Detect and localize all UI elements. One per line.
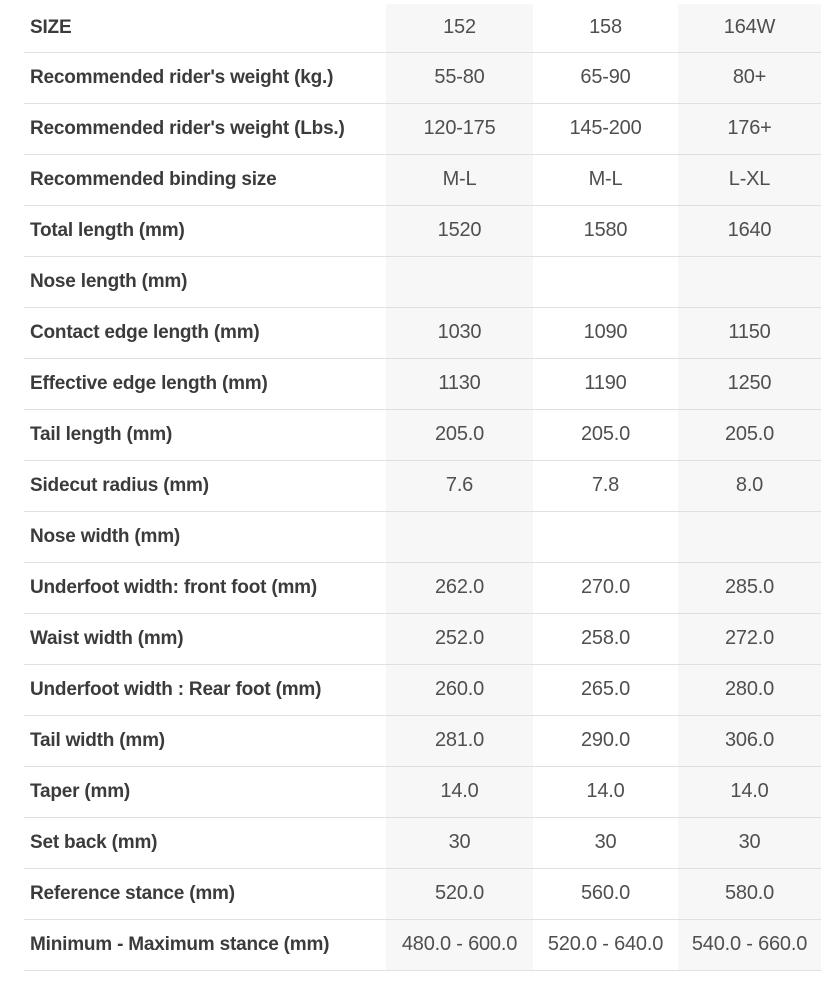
cell-158: 1090: [583, 321, 628, 343]
table-row: Underfoot width : Rear foot (mm) 260.0 2…: [24, 664, 821, 715]
cell-158: 7.8: [591, 474, 620, 496]
row-label: Minimum - Maximum stance (mm): [30, 933, 330, 955]
cell-158: 1580: [583, 219, 628, 241]
row-label: Taper (mm): [30, 780, 131, 802]
size-column-164w: 164W: [678, 4, 821, 52]
table-row: Recommended rider's weight (kg.) 55-80 6…: [24, 52, 821, 103]
row-label: Nose width (mm): [30, 525, 181, 547]
size-column-158: 158: [589, 16, 622, 39]
cell-164w: 80+: [678, 52, 821, 103]
row-label: Recommended rider's weight (Lbs.): [30, 117, 345, 139]
row-label: Recommended binding size: [30, 168, 277, 190]
table-row: Waist width (mm) 252.0 258.0 272.0: [24, 613, 821, 664]
cell-158: 258.0: [580, 627, 631, 649]
cell-152: 281.0: [386, 715, 533, 766]
cell-152: 1030: [386, 307, 533, 358]
cell-158: 560.0: [580, 882, 631, 904]
cell-152: 262.0: [386, 562, 533, 613]
cell-152: 520.0: [386, 868, 533, 919]
cell-164w: [678, 511, 821, 562]
cell-152: [386, 511, 533, 562]
table-row: Underfoot width: front foot (mm) 262.0 2…: [24, 562, 821, 613]
cell-164w: 1150: [678, 307, 821, 358]
spec-table-head: SIZE 152 158 164W: [24, 4, 821, 52]
cell-152: 1130: [386, 358, 533, 409]
cell-164w: 1640: [678, 205, 821, 256]
row-label: Sidecut radius (mm): [30, 474, 209, 496]
table-row: Set back (mm) 30 30 30: [24, 817, 821, 868]
cell-164w: 272.0: [678, 613, 821, 664]
cell-158: 520.0 - 640.0: [547, 933, 664, 955]
table-row: Minimum - Maximum stance (mm) 480.0 - 60…: [24, 919, 821, 970]
cell-152: 252.0: [386, 613, 533, 664]
table-row: Sidecut radius (mm) 7.6 7.8 8.0: [24, 460, 821, 511]
cell-164w: [678, 256, 821, 307]
cell-164w: L-XL: [678, 154, 821, 205]
cell-158: M-L: [588, 168, 623, 190]
row-label: Reference stance (mm): [30, 882, 235, 904]
cell-152: 205.0: [386, 409, 533, 460]
cell-158: 145-200: [569, 117, 642, 139]
cell-152: M-L: [386, 154, 533, 205]
header-row: SIZE 152 158 164W: [24, 4, 821, 52]
cell-152: 1520: [386, 205, 533, 256]
row-label: Recommended rider's weight (kg.): [30, 66, 334, 88]
row-label: Waist width (mm): [30, 627, 184, 649]
cell-164w: 1250: [678, 358, 821, 409]
cell-152: 55-80: [386, 52, 533, 103]
cell-158: 270.0: [580, 576, 631, 598]
cell-158: 1190: [584, 372, 627, 394]
cell-164w: 285.0: [678, 562, 821, 613]
cell-164w: 580.0: [678, 868, 821, 919]
spec-table-body: Recommended rider's weight (kg.) 55-80 6…: [24, 52, 821, 970]
table-row: Tail width (mm) 281.0 290.0 306.0: [24, 715, 821, 766]
row-label: Set back (mm): [30, 831, 158, 853]
table-row: Reference stance (mm) 520.0 560.0 580.0: [24, 868, 821, 919]
cell-164w: 30: [678, 817, 821, 868]
cell-164w: 8.0: [678, 460, 821, 511]
cell-152: 120-175: [386, 103, 533, 154]
table-row: Effective edge length (mm) 1130 1190 125…: [24, 358, 821, 409]
cell-158: [533, 511, 678, 562]
table-row: Nose length (mm): [24, 256, 821, 307]
row-label: Nose length (mm): [30, 270, 188, 292]
cell-152: 480.0 - 600.0: [386, 919, 533, 970]
cell-158: 30: [594, 831, 617, 853]
cell-152: [386, 256, 533, 307]
size-column-152: 152: [386, 4, 533, 52]
table-row: Nose width (mm): [24, 511, 821, 562]
cell-152: 14.0: [386, 766, 533, 817]
table-row: Contact edge length (mm) 1030 1090 1150: [24, 307, 821, 358]
row-label: Tail width (mm): [30, 729, 165, 751]
cell-164w: 14.0: [678, 766, 821, 817]
cell-158: 14.0: [586, 780, 625, 802]
row-label: Underfoot width: front foot (mm): [30, 576, 317, 598]
cell-152: 7.6: [386, 460, 533, 511]
table-row: Taper (mm) 14.0 14.0 14.0: [24, 766, 821, 817]
cell-164w: 280.0: [678, 664, 821, 715]
cell-164w: 540.0 - 660.0: [678, 919, 821, 970]
cell-164w: 176+: [678, 103, 821, 154]
cell-158: 65-90: [580, 66, 631, 88]
row-label: Tail length (mm): [30, 423, 173, 445]
cell-164w: 306.0: [678, 715, 821, 766]
cell-152: 260.0: [386, 664, 533, 715]
cell-164w: 205.0: [678, 409, 821, 460]
size-header-label: SIZE: [30, 16, 72, 38]
cell-158: 265.0: [580, 678, 631, 700]
table-row: Tail length (mm) 205.0 205.0 205.0: [24, 409, 821, 460]
cell-158: 290.0: [580, 729, 631, 751]
row-label: Effective edge length (mm): [30, 372, 268, 394]
row-label: Underfoot width : Rear foot (mm): [30, 678, 322, 700]
table-row: Total length (mm) 1520 1580 1640: [24, 205, 821, 256]
cell-158: 205.0: [580, 423, 631, 445]
row-label: Total length (mm): [30, 219, 185, 241]
table-row: Recommended rider's weight (Lbs.) 120-17…: [24, 103, 821, 154]
cell-152: 30: [386, 817, 533, 868]
cell-158: [533, 256, 678, 307]
snowboard-spec-table: SIZE 152 158 164W Recommended rider's we…: [24, 4, 821, 971]
table-row: Recommended binding size M-L M-L L-XL: [24, 154, 821, 205]
row-label: Contact edge length (mm): [30, 321, 260, 343]
